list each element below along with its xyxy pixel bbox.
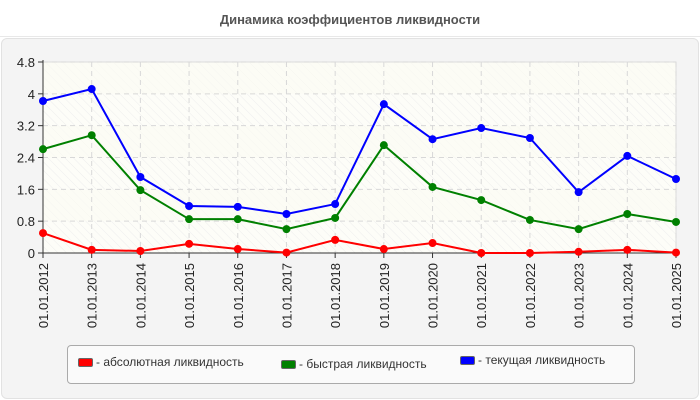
data-point: [331, 213, 340, 222]
legend: - абсолютная ликвидность - быстрая ликви…: [67, 345, 635, 384]
y-tick-label: 0.8: [17, 214, 35, 229]
x-tick-label: 01.01.2022: [523, 263, 538, 328]
data-point: [525, 215, 534, 224]
x-tick-label: 01.01.2019: [377, 263, 392, 328]
data-point: [477, 249, 486, 257]
legend-swatch-blue: [460, 355, 475, 365]
data-point: [87, 85, 96, 94]
data-point: [525, 134, 534, 143]
chart-title: Динамика коэффициентов ликвидности: [219, 12, 481, 27]
data-point: [623, 245, 632, 254]
data-point: [623, 210, 632, 219]
data-point: [379, 100, 388, 109]
data-point: [428, 182, 437, 191]
series-line: [42, 87, 677, 216]
legend-item-quick: - быстрая ликвидность: [281, 357, 427, 371]
data-point: [233, 202, 242, 211]
data-point: [331, 200, 340, 209]
x-tick-label: 01.01.2013: [85, 263, 100, 328]
data-point: [185, 239, 194, 248]
y-tick-label: 3.2: [17, 119, 35, 134]
data-point: [574, 247, 583, 256]
data-point: [39, 96, 47, 105]
data-point: [428, 239, 437, 248]
legend-label: - текущая ликвидность: [478, 353, 606, 367]
data-point: [477, 124, 486, 133]
legend-swatch-green: [281, 359, 296, 369]
data-point: [379, 141, 388, 150]
data-point: [282, 210, 291, 219]
x-tick-label: 01.01.2021: [474, 263, 489, 328]
data-point: [282, 225, 291, 234]
y-tick-label: 2.4: [17, 151, 35, 166]
data-point: [185, 202, 194, 211]
y-tick-label: 4: [28, 87, 35, 102]
x-tick-label: 01.01.2014: [133, 263, 148, 328]
x-tick-label: 01.01.2024: [620, 263, 635, 328]
legend-swatch-red: [78, 357, 93, 367]
data-point: [136, 247, 145, 256]
legend-label: - абсолютная ликвидность: [96, 355, 244, 369]
x-tick-label: 01.01.2025: [669, 263, 684, 328]
data-point: [672, 248, 680, 257]
legend-item-absolute: - абсолютная ликвидность: [78, 355, 244, 369]
data-point: [233, 245, 242, 254]
data-point: [428, 135, 437, 144]
data-point: [331, 235, 340, 244]
data-point: [87, 131, 96, 140]
x-tick-label: 01.01.2023: [572, 263, 587, 328]
y-tick-label: 0: [28, 246, 35, 261]
legend-label: - быстрая ликвидность: [299, 357, 427, 371]
data-point: [525, 249, 534, 257]
x-tick-label: 01.01.2012: [36, 263, 51, 328]
data-point: [87, 245, 96, 254]
x-tick-label: 01.01.2020: [426, 263, 441, 328]
x-tick-label: 01.01.2018: [328, 263, 343, 328]
data-point: [39, 145, 47, 154]
y-tick-label: 4.8: [17, 55, 35, 70]
data-point: [136, 172, 145, 181]
series-line: [42, 232, 677, 254]
data-point: [574, 225, 583, 234]
data-point: [672, 174, 680, 183]
data-point: [623, 151, 632, 160]
plot-area: 0 0.8 1.6 2.4 3.2 4 4.8 01.01.2012 01.01.2013 01.…: [17, 55, 684, 328]
data-point: [233, 215, 242, 224]
y-tick-label: 1.6: [17, 182, 35, 197]
data-point: [574, 188, 583, 197]
x-tick-label: 01.01.2015: [182, 263, 197, 328]
x-tick-label: 01.01.2016: [231, 263, 246, 328]
legend-item-current: - текущая ликвидность: [460, 353, 605, 367]
data-point: [672, 217, 680, 226]
data-point: [185, 215, 194, 224]
data-point: [136, 186, 145, 195]
x-tick-label: 01.01.2017: [279, 263, 294, 328]
data-point: [379, 245, 388, 254]
data-point: [477, 196, 486, 205]
data-point: [282, 248, 291, 257]
title-divider: [0, 36, 700, 37]
data-point: [39, 229, 47, 238]
series-line: [42, 134, 677, 231]
